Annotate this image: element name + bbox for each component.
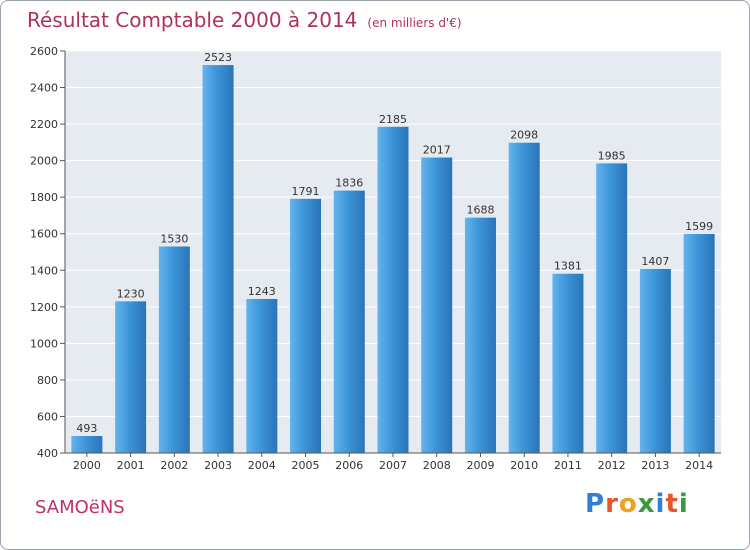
bar-value-label: 1688 — [466, 204, 494, 217]
bar-value-label: 1407 — [641, 255, 669, 268]
bar — [202, 65, 234, 453]
x-tick-label: 2004 — [248, 459, 276, 472]
x-tick-label: 2006 — [335, 459, 363, 472]
chart-subtitle: (en milliers d'€) — [367, 16, 462, 30]
bar — [71, 436, 103, 453]
x-tick-label: 2001 — [117, 459, 145, 472]
logo-letter: x — [637, 489, 656, 519]
bar — [596, 163, 628, 454]
bar — [464, 217, 496, 453]
commune-name: SAMOëNS — [35, 497, 125, 518]
x-tick-label: 2011 — [554, 459, 582, 472]
y-tick-label: 1800 — [30, 191, 58, 204]
bar — [639, 268, 671, 453]
bar-value-label: 1243 — [248, 285, 276, 298]
x-tick-label: 2005 — [292, 459, 320, 472]
bar-value-label: 1599 — [685, 220, 713, 233]
y-tick-label: 2400 — [30, 82, 58, 95]
y-tick-label: 2200 — [30, 118, 58, 131]
x-tick-label: 2008 — [423, 459, 451, 472]
y-tick-label: 1000 — [30, 337, 58, 350]
x-tick-label: 2013 — [641, 459, 669, 472]
bar-value-label: 2185 — [379, 113, 407, 126]
bar-value-label: 1791 — [292, 185, 320, 198]
proxiti-logo: Proxiti — [585, 489, 689, 519]
bar-value-label: 1230 — [117, 287, 145, 300]
bar-value-label: 1381 — [554, 260, 582, 273]
bar — [508, 142, 540, 453]
x-tick-label: 2010 — [510, 459, 538, 472]
logo-letter: o — [618, 489, 638, 519]
y-tick-label: 800 — [37, 374, 58, 387]
x-tick-label: 2003 — [204, 459, 232, 472]
y-tick-label: 2600 — [30, 45, 58, 58]
bar-value-label: 2017 — [423, 144, 451, 157]
bar — [158, 246, 190, 453]
y-tick-label: 1600 — [30, 228, 58, 241]
title-text: Résultat Comptable 2000 à 2014 — [27, 8, 358, 32]
bar — [333, 190, 365, 453]
logo-letter: i — [655, 489, 666, 519]
x-tick-label: 2009 — [466, 459, 494, 472]
y-tick-label: 400 — [37, 447, 58, 460]
bar — [246, 298, 278, 453]
bar — [421, 157, 453, 453]
bar — [115, 301, 147, 453]
logo-letter: P — [585, 489, 606, 519]
bar — [377, 126, 409, 453]
bar-value-label: 1836 — [335, 177, 363, 190]
y-tick-label: 600 — [37, 410, 58, 423]
bar — [552, 273, 584, 453]
bar-value-label: 1530 — [160, 233, 188, 246]
x-tick-label: 2002 — [160, 459, 188, 472]
logo-letter: t — [665, 489, 679, 519]
x-tick-label: 2007 — [379, 459, 407, 472]
bar-value-label: 1985 — [598, 149, 626, 162]
x-tick-label: 2012 — [598, 459, 626, 472]
bar-value-label: 2523 — [204, 51, 232, 64]
bar-value-label: 2098 — [510, 129, 538, 142]
logo-letter: i — [678, 489, 689, 519]
bar-value-label: 493 — [76, 422, 97, 435]
y-tick-label: 1400 — [30, 264, 58, 277]
x-tick-label: 2000 — [73, 459, 101, 472]
y-tick-label: 1200 — [30, 301, 58, 314]
bar — [290, 198, 322, 453]
y-tick-label: 2000 — [30, 155, 58, 168]
x-tick-label: 2014 — [685, 459, 713, 472]
bar — [683, 233, 715, 453]
chart-title: Résultat Comptable 2000 à 2014 (en millie… — [27, 8, 462, 32]
logo-letter: r — [605, 489, 619, 519]
